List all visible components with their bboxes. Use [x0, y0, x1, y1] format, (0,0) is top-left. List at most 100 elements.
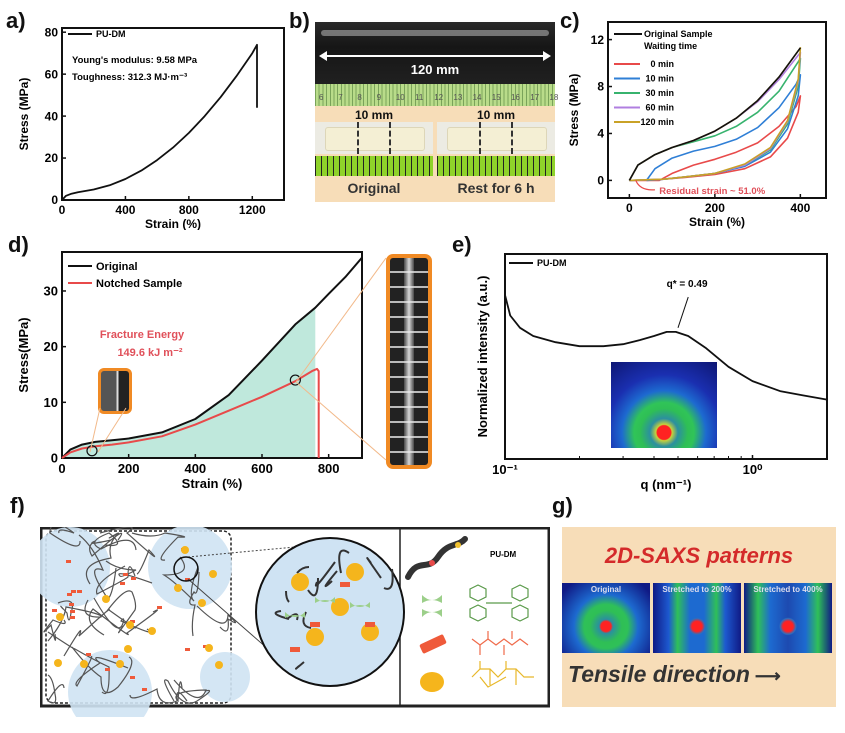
chain-segment-icon — [429, 560, 435, 566]
panel-g-saxs-patterns: 2D-SAXS patterns Original Stretched to 2… — [562, 527, 836, 707]
polymer-chain — [324, 570, 338, 588]
inset-connector-lines — [89, 257, 387, 461]
ruler-number: 14 — [472, 93, 482, 102]
urea-crosslink — [148, 627, 156, 635]
y-tick-label: 20 — [45, 151, 59, 165]
y-tick-label: 30 — [44, 284, 58, 299]
panel-label-g: g) — [552, 493, 573, 518]
y-tick-label: 0 — [597, 174, 604, 188]
ruler-number: 13 — [453, 93, 463, 102]
hbond-crosslink — [120, 582, 125, 585]
ruler-number: 15 — [491, 93, 501, 102]
data-marker-circle — [289, 374, 301, 386]
polymer-chain — [106, 590, 137, 634]
polymer-chain — [294, 661, 305, 670]
panel-label-a: a) — [6, 8, 26, 33]
pattern-label: Original — [590, 585, 622, 594]
y-tick-label: 4 — [597, 127, 604, 141]
plot-frame — [61, 251, 363, 459]
chart-e-saxs-profile: 10⁻¹ 10⁰ q (nm⁻¹) Normalized intensity (a.u… — [475, 253, 828, 492]
fracture-inset-photo — [386, 254, 432, 469]
legend-entry: Original — [96, 261, 138, 273]
zoom-line — [187, 546, 296, 558]
plot-frame — [607, 21, 827, 199]
legend-entry: Notched Sample — [96, 278, 182, 290]
hbond-crosslink — [131, 577, 136, 580]
caption-original: Original — [347, 180, 401, 196]
hbond-crosslink — [157, 606, 162, 609]
x-tick-label: 400 — [184, 461, 206, 476]
urea-structure-icon — [471, 661, 534, 688]
series-line-notched-sample — [61, 367, 320, 459]
polymer-chain — [189, 571, 200, 637]
x-tick-label: 800 — [179, 203, 199, 217]
x-axis-label: Strain (%) — [689, 215, 745, 229]
polymer-chain — [89, 532, 123, 557]
pattern-label: Stretched to 200% — [662, 585, 732, 594]
polymer-chain — [366, 557, 382, 579]
polymer-chain — [173, 679, 207, 703]
series-line-original — [61, 256, 363, 459]
panel-label-c: c) — [560, 8, 580, 33]
arrow-right-icon: ⟶ — [749, 666, 781, 686]
chart-d-fracture: 0 200 400 600 800 0 10 20 30 Strain (%) Stress(MPa… — [16, 251, 363, 491]
polymer-chain — [78, 534, 117, 600]
x-tick-label: 1200 — [239, 203, 266, 217]
urea-crosslink — [198, 599, 206, 607]
fracture-energy-area — [62, 307, 316, 458]
urea-crosslink — [54, 659, 62, 667]
y-tick-label: 20 — [44, 339, 58, 354]
sample-original-photo — [315, 122, 433, 154]
urea-crosslink — [291, 573, 309, 591]
saxs-inset-pattern — [611, 362, 717, 448]
panel-label-b: b) — [289, 8, 310, 33]
annotation-arrow — [677, 296, 689, 328]
ruler-top: 6 7 8 9 10 11 12 13 14 15 16 17 18 — [315, 84, 559, 106]
stretched-film — [321, 30, 549, 36]
y-tick-label: 10 — [44, 395, 58, 410]
x-tick-label: 400 — [790, 201, 810, 215]
polymer-chain — [302, 611, 312, 629]
caption-rest: Rest for 6 h — [457, 180, 535, 196]
panel-label-f: f) — [10, 493, 25, 518]
ruler-rest — [437, 156, 555, 176]
panel-b-sample-photos: 120 mm 6 7 8 9 10 11 12 13 14 15 16 17 18 10 mm 10 m… — [315, 22, 559, 202]
gauge-label-rest: 10 mm — [476, 108, 516, 122]
polymer-chain — [164, 679, 211, 704]
hbond-crosslink — [70, 616, 75, 619]
x-tick-label: 600 — [251, 461, 273, 476]
zoom-source-circle — [173, 556, 199, 582]
polymer-chain — [43, 619, 66, 641]
polymer-chain — [338, 549, 350, 574]
legend-entry: Original Sample — [644, 29, 713, 39]
hbond-crosslink — [310, 622, 320, 627]
dm-structure-icon — [469, 584, 529, 622]
urea-crosslink — [124, 645, 132, 653]
x-axis-label: Strain (%) — [182, 476, 243, 491]
ruler-number: 6 — [319, 93, 324, 102]
legend-entry: PU-DM — [537, 258, 567, 268]
tensile-direction-label: Tensile direction ⟶ — [568, 661, 781, 688]
panel-f-network-schematic: PU-DM — [40, 527, 550, 717]
legend-entry: 0 min — [650, 59, 674, 69]
hbond-crosslink — [365, 622, 375, 627]
hbond-motif-icon — [419, 634, 447, 654]
ruler-number: 18 — [549, 93, 559, 102]
ruler-number: 17 — [530, 93, 540, 102]
hbond-crosslink — [52, 609, 57, 612]
polymer-chain — [285, 590, 290, 603]
polymer-chain — [307, 577, 319, 597]
x-tick-label: 0 — [58, 461, 65, 476]
urea-crosslink — [331, 598, 349, 616]
legend-title: PU-DM — [490, 550, 517, 559]
polymer-chain — [94, 532, 137, 551]
plot-frame — [61, 27, 285, 201]
polymer-chain — [75, 655, 129, 687]
gauge-label-original: 10 mm — [354, 108, 394, 122]
x-axis-label: q (nm⁻¹) — [641, 477, 692, 492]
polymer-chain — [57, 600, 74, 621]
polymer-chain — [49, 527, 81, 547]
annotation-q-star: q* = 0.49 — [667, 279, 708, 290]
hbond-crosslink — [69, 603, 74, 606]
annotation-youngs-modulus: Young's modulus: 9.58 MPa — [72, 55, 198, 66]
